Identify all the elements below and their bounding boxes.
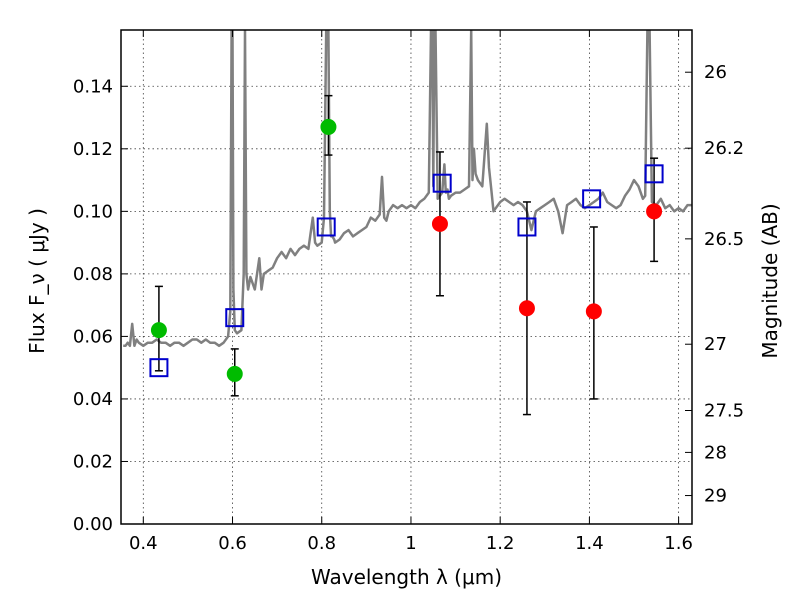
y-axis-label: Flux F_ν ( μJy ) [25, 208, 49, 354]
spectrum-line [123, 30, 692, 348]
point-marker [646, 203, 663, 220]
data-markers [149, 118, 664, 382]
y-tick-label: 0.06 [73, 326, 113, 347]
x-tick-label: 1.6 [664, 533, 693, 554]
grid [121, 30, 692, 525]
spectrum-series [123, 30, 692, 348]
y-tick-label: 0.12 [73, 139, 113, 160]
plot-frame [120, 29, 693, 525]
x-tick-label: 0.4 [129, 533, 158, 554]
square-marker [316, 217, 336, 237]
square-marker [432, 173, 452, 193]
right-tick-label: 26.2 [704, 138, 744, 159]
y-tick-label: 0.08 [73, 264, 113, 285]
point-marker [518, 300, 535, 317]
right-tick-label: 26 [704, 62, 727, 83]
x-tick-label: 1.4 [575, 533, 604, 554]
x-tick-label: 1.2 [486, 533, 515, 554]
x-tick-label: 0.6 [218, 533, 247, 554]
point-marker [320, 118, 337, 135]
point-marker [431, 215, 448, 232]
y-tick-label: 0.04 [73, 389, 113, 410]
right-tick-label: 27 [704, 334, 727, 355]
square-marker [582, 189, 602, 209]
y-tick-label: 0.10 [73, 201, 113, 222]
y-tick-label: 0.02 [73, 451, 113, 472]
right-tick-label: 28 [704, 442, 727, 463]
x-axis-label: Wavelength λ (μm) [311, 565, 502, 589]
y-tick-label: 0.14 [73, 76, 113, 97]
square-marker [149, 358, 169, 378]
right-tick-label: 26.5 [704, 229, 744, 250]
y-tick-label: 0.00 [73, 514, 113, 535]
right-tick-label: 27.5 [704, 401, 744, 422]
axis-ticks: 0.4 0.6 0.8 1 1.2 1.4 1.6 0.00 0.02 0.04 0.06 0.08 0… [73, 30, 744, 554]
right-tick-label: 29 [704, 486, 727, 507]
point-marker [150, 322, 167, 339]
point-marker [585, 303, 602, 320]
square-marker [644, 164, 664, 184]
point-marker [226, 365, 243, 382]
square-marker [225, 308, 245, 328]
x-tick-label: 1 [405, 533, 416, 554]
square-marker [517, 217, 537, 237]
right-axis-label: Magnitude (AB) [758, 203, 782, 358]
x-tick-label: 0.8 [307, 533, 336, 554]
